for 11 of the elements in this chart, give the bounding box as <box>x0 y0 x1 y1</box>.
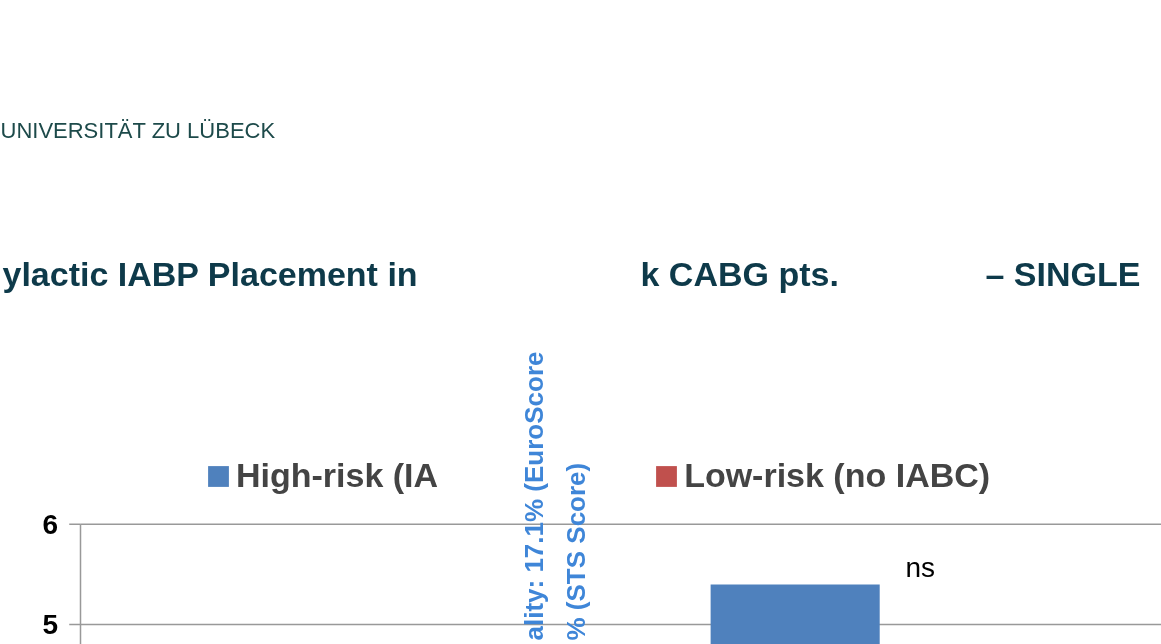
text: UNIVERSITÄT ZU LÜBECK <box>0 117 276 143</box>
legend-label: Low-risk (no IABC) <box>684 456 991 495</box>
y-tick-label: 6 <box>42 508 58 540</box>
annotation: ality: 17.1% (EuroScore <box>518 351 549 641</box>
text: ylactic IABP Placement in <box>2 254 418 293</box>
text: k CABG pts. <box>640 254 839 293</box>
annotation: % (STS Score) <box>560 462 591 641</box>
annotation: ns <box>905 551 936 583</box>
legend-label: High-risk (IA <box>236 456 439 495</box>
text: – SINGLE <box>985 254 1141 293</box>
y-tick-label: 5 <box>42 608 58 640</box>
